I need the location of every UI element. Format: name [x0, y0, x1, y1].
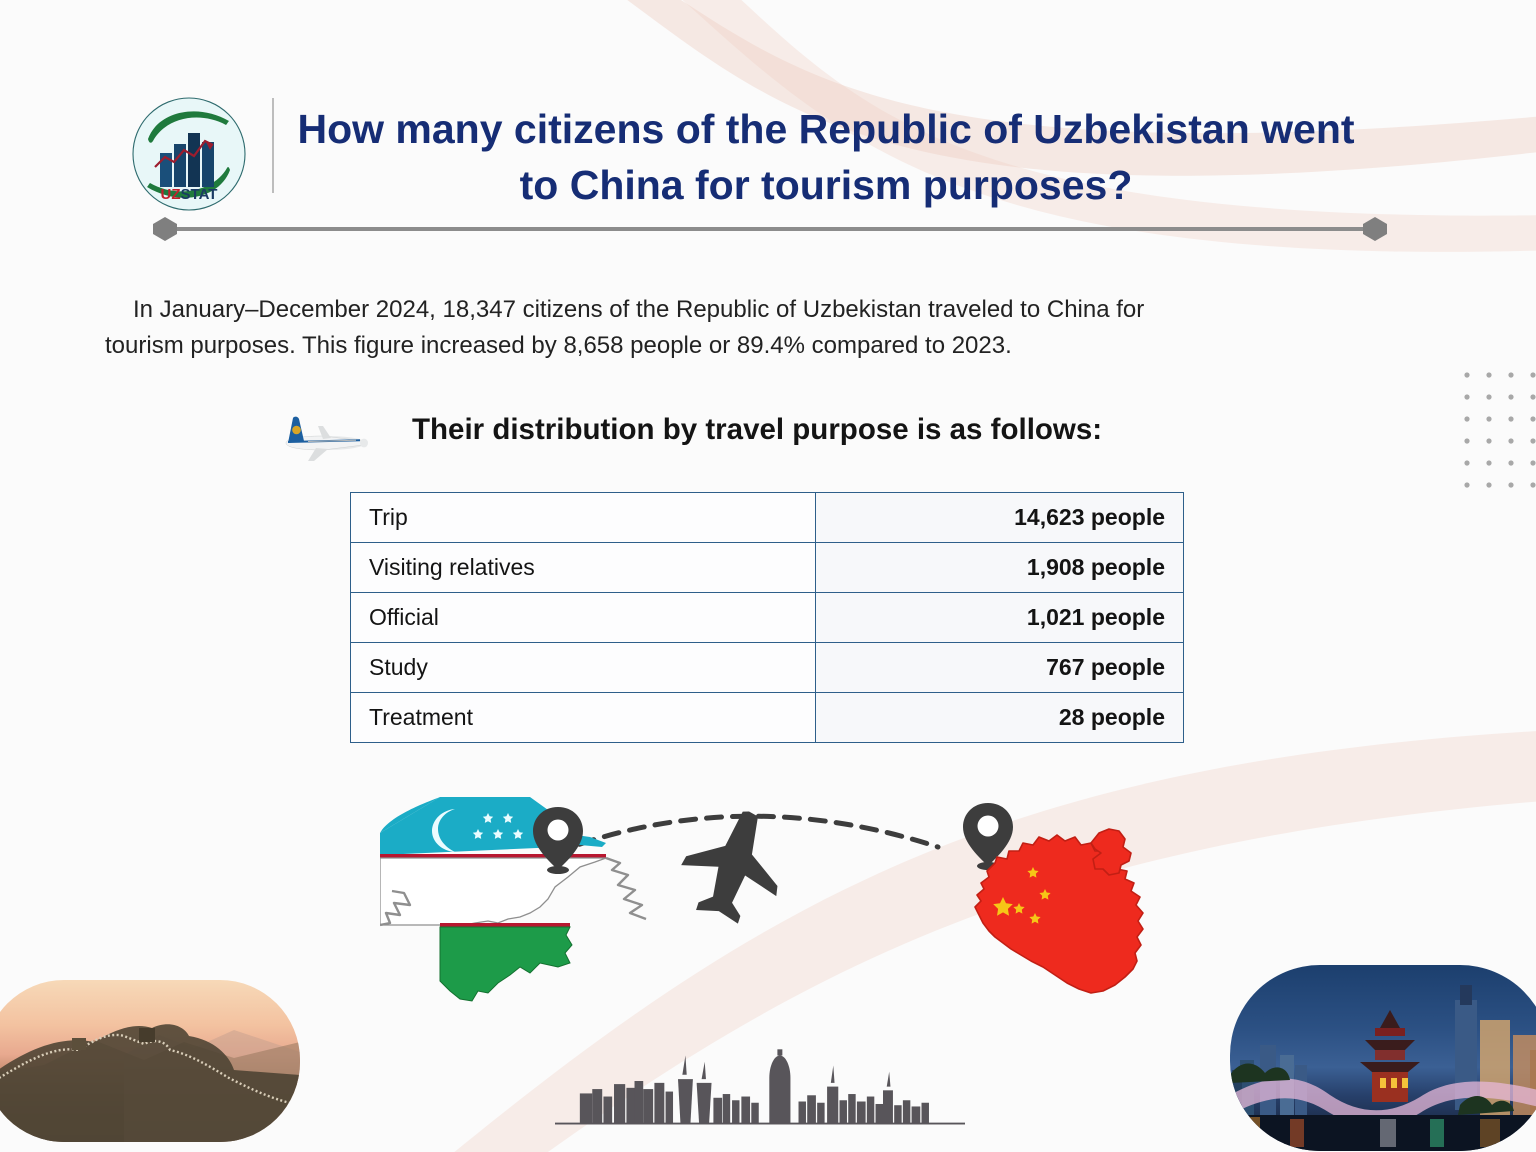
- svg-text:UZSTAT: UZSTAT: [161, 186, 218, 203]
